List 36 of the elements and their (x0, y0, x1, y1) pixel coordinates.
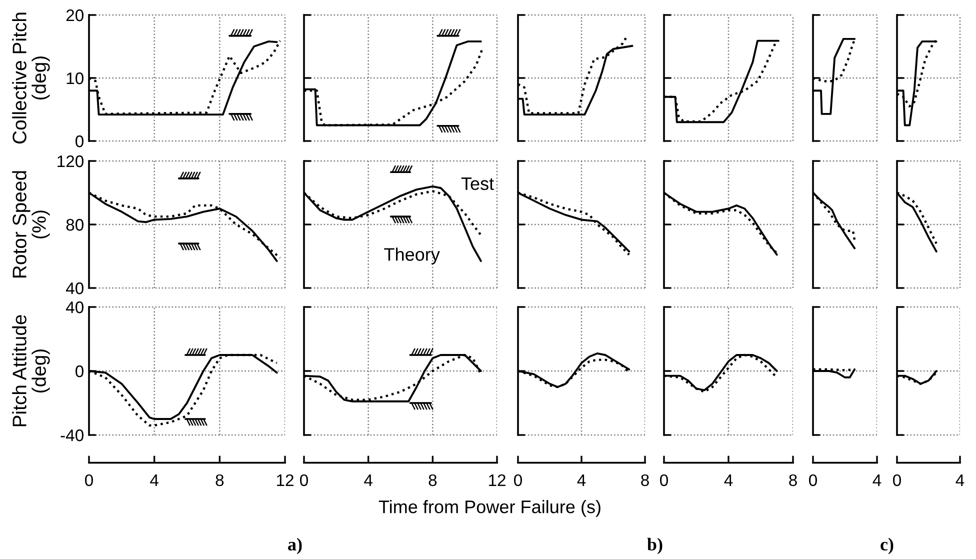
x-tick-label: 4 (364, 474, 372, 486)
y-tick-label: 40 (66, 282, 84, 294)
x-tick-label: 8 (641, 474, 649, 486)
x-tick-label: 12 (489, 474, 506, 486)
y-axis-title: Collective Pitch (deg) (12, 12, 50, 144)
x-tick-label: 4 (872, 474, 882, 486)
y-tick-label: 80 (66, 218, 84, 231)
y-tick-label: 40 (66, 301, 84, 314)
x-tick-label: 0 (514, 474, 522, 486)
y-tick-label: 0 (76, 135, 84, 148)
y-tick-label: 10 (66, 72, 84, 84)
x-tick-label: 4 (150, 474, 158, 486)
series-label: Test (461, 177, 494, 190)
y-tick-label: 0 (76, 365, 84, 378)
y-tick-label: -40 (60, 429, 84, 442)
x-tick-label: 8 (789, 474, 797, 486)
text: a) (288, 538, 302, 554)
series-label: Theory (384, 248, 440, 264)
y-tick-label: 120 (58, 155, 84, 168)
y-axis-title: Pitch Attitude (deg) (12, 315, 50, 426)
x-tick-label: 0 (809, 474, 817, 486)
text: c) (880, 538, 894, 554)
y-axis-title: Rotor Speed (%) (12, 171, 50, 278)
x-tick-label: 0 (893, 474, 901, 486)
x-tick-label: 0 (85, 474, 93, 486)
x-tick-label: 4 (956, 474, 964, 486)
x-tick-label: 4 (724, 474, 733, 486)
x-tick-label: 8 (428, 474, 437, 486)
y-tick-label: 20 (66, 9, 84, 22)
x-tick-label: 8 (216, 474, 224, 486)
x-tick-label: 4 (577, 474, 586, 486)
x-tick-label: 12 (277, 474, 294, 486)
x-tick-label: 0 (300, 474, 308, 486)
text: b) (647, 538, 662, 554)
x-axis-title: Time from Power Failure (s) (378, 500, 600, 517)
x-tick-label: 0 (660, 474, 668, 486)
